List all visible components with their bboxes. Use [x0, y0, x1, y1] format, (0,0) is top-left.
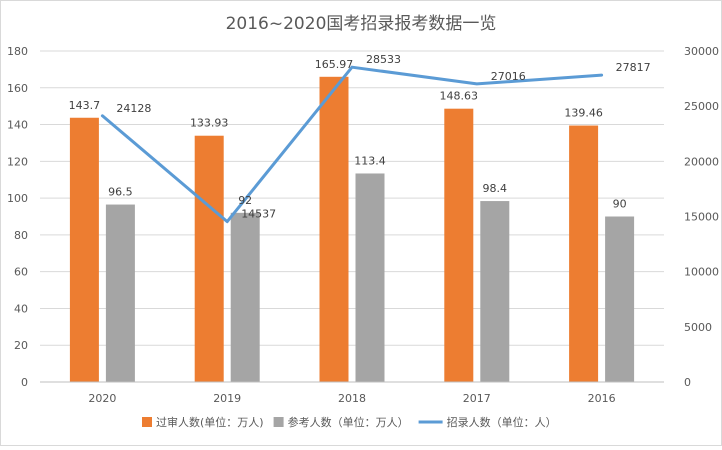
line-data-label: 24128	[116, 102, 151, 115]
x-tick-label: 2017	[463, 392, 491, 405]
bar-data-label: 165.97	[315, 58, 354, 71]
bar-data-label: 92	[238, 194, 252, 207]
bar-data-label: 139.46	[564, 107, 603, 120]
bar-data-label: 96.5	[108, 186, 133, 199]
left-tick-label: 60	[14, 266, 28, 279]
bar-data-label: 90	[613, 198, 627, 211]
x-tick-label: 2018	[338, 392, 366, 405]
right-tick-label: 0	[684, 376, 691, 389]
bar-data-label: 148.63	[440, 90, 479, 103]
right-tick-label: 30000	[684, 45, 719, 58]
line-data-label: 27016	[491, 70, 526, 83]
line-data-label: 27817	[616, 61, 651, 74]
left-tick-label: 20	[14, 339, 28, 352]
legend-swatch	[142, 417, 152, 427]
x-tick-label: 2019	[213, 392, 241, 405]
chart-title: 2016~2020国考招录报考数据一览	[226, 14, 497, 34]
right-tick-label: 10000	[684, 266, 719, 279]
bar-examined	[605, 217, 634, 383]
line-data-label: 14537	[241, 208, 276, 221]
left-tick-label: 160	[7, 82, 28, 95]
bar-examined	[106, 205, 135, 382]
right-tick-label: 5000	[684, 321, 712, 334]
bar-reviewed	[320, 77, 349, 382]
bar-reviewed	[70, 118, 99, 382]
legend-label: 招录人数（单位：人）	[447, 415, 557, 429]
bar-data-label: 113.4	[354, 154, 386, 167]
bar-reviewed	[444, 109, 473, 382]
bar-reviewed	[195, 136, 224, 382]
bar-examined	[231, 213, 260, 382]
x-tick-label: 2016	[588, 392, 616, 405]
bar-examined	[356, 173, 385, 382]
left-tick-label: 100	[7, 192, 28, 205]
left-tick-label: 140	[7, 119, 28, 132]
right-tick-label: 15000	[684, 211, 719, 224]
right-tick-label: 20000	[684, 155, 719, 168]
bar-data-label: 98.4	[483, 182, 508, 195]
line-data-label: 28533	[366, 53, 401, 66]
left-tick-label: 40	[14, 302, 28, 315]
bar-examined	[480, 201, 509, 382]
legend-swatch	[274, 417, 284, 427]
legend-label: 参考人数（单位：万人）	[288, 415, 409, 429]
left-tick-label: 0	[21, 376, 28, 389]
left-tick-label: 80	[14, 229, 28, 242]
legend-label: 过审人数(单位：万人)	[156, 415, 264, 429]
bar-reviewed	[569, 126, 598, 382]
bar-data-label: 143.7	[69, 99, 101, 112]
legend-item[interactable]: 过审人数(单位：万人)	[142, 415, 264, 429]
left-tick-label: 180	[7, 45, 28, 58]
legend-item[interactable]: 参考人数（单位：万人）	[274, 415, 409, 429]
bar-data-label: 133.93	[190, 117, 229, 130]
right-tick-label: 25000	[684, 100, 719, 113]
x-tick-label: 2020	[88, 392, 116, 405]
legend[interactable]: 过审人数(单位：万人) 参考人数（单位：万人） 招录人数（单位：人）	[142, 415, 557, 429]
left-tick-label: 120	[7, 155, 28, 168]
